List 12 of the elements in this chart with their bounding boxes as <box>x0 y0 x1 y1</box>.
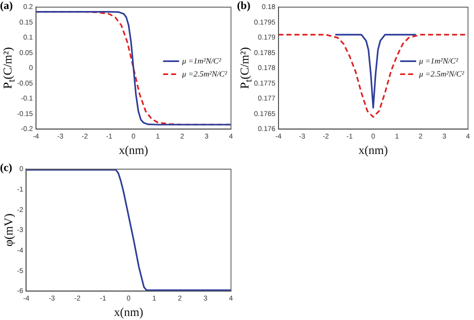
legend-label: μ =2.5m²N/C² <box>418 69 465 78</box>
legend-label: μ =2.5m²N/C² <box>181 69 228 78</box>
chart-title: (b) <box>237 0 250 12</box>
legend-label: μ =1m²N/C² <box>181 56 222 66</box>
chart-title: (a) <box>0 0 13 12</box>
y-axis-title: φ(mV) <box>2 214 16 246</box>
x-axis-title: x(nm) <box>358 142 388 157</box>
x-axis-title: x(nm) <box>118 142 148 157</box>
chart-title: (c) <box>0 162 12 174</box>
legend-label: μ =1m²N/C² <box>418 56 459 66</box>
x-axis-title: x(nm) <box>114 304 144 319</box>
line-series <box>278 34 468 118</box>
